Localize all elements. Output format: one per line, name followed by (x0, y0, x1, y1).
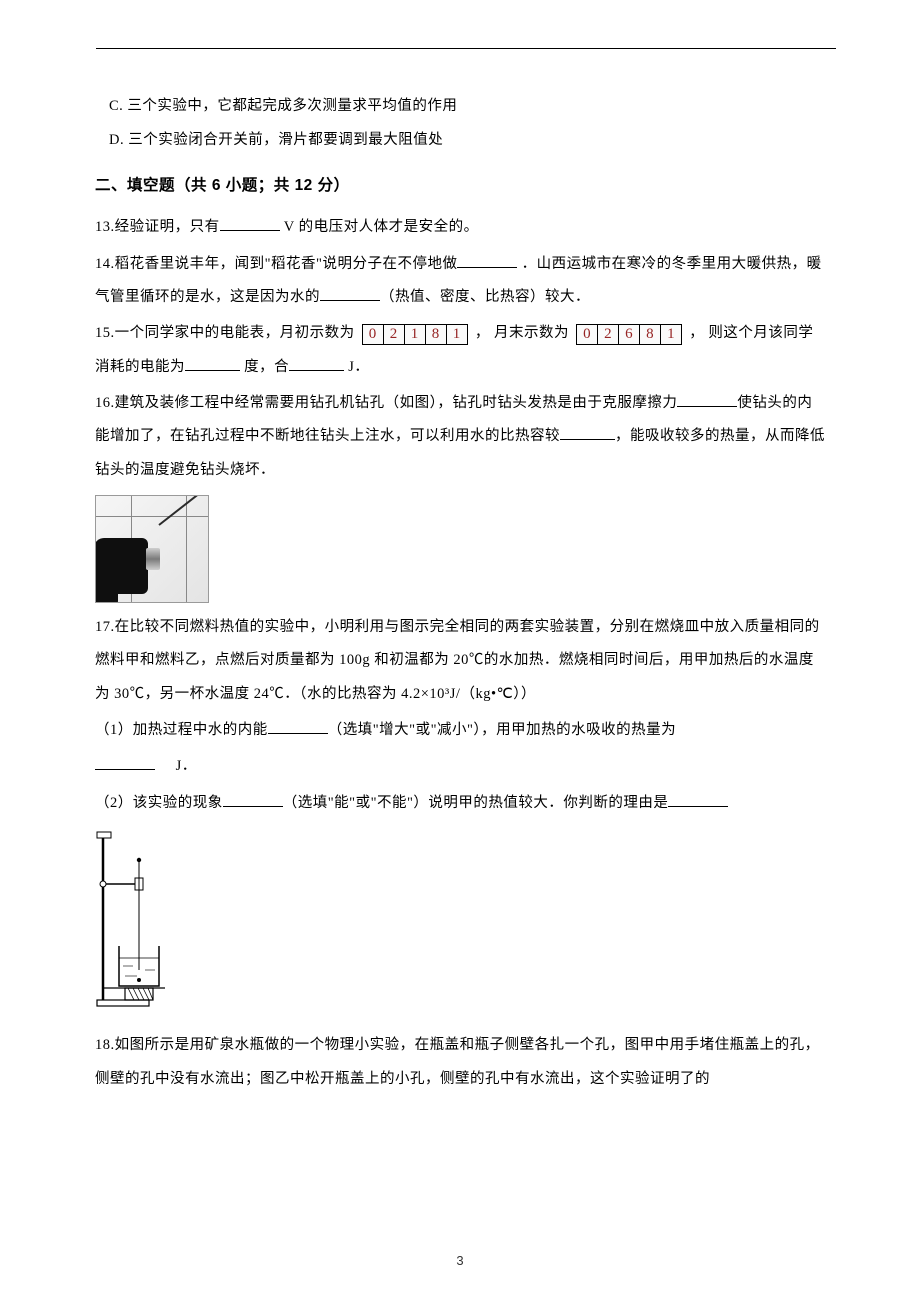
meter-cell: 1 (405, 325, 426, 344)
section-heading-pre: 二、填空题（共 (95, 177, 212, 194)
section-heading-mid: 小题；共 (221, 177, 295, 194)
meter-cell: 2 (384, 325, 405, 344)
meter-cell: 1 (661, 325, 681, 344)
meter-cell: 1 (447, 325, 467, 344)
meter-end: 02681 (576, 324, 682, 345)
meter-cell: 0 (577, 325, 598, 344)
question-16: 16.建筑及装修工程中经常需要用钻孔机钻孔（如图），钻孔时钻头发热是由于克服摩擦… (95, 387, 825, 487)
q13-pre: 13.经验证明，只有 (95, 219, 220, 235)
q15-mid: ， 月末示数为 (475, 325, 569, 341)
question-17-p1: （1）加热过程中水的内能 （选填"增大"或"减小"），用甲加热的水吸收的热量为 (95, 714, 825, 747)
q15-pre: 15.一个同学家中的电能表，月初示数为 (95, 325, 355, 341)
q17-p1a: （1）加热过程中水的内能 (95, 722, 268, 738)
blank (677, 394, 737, 407)
section-2-heading: 二、填空题（共 6 小题；共 12 分） (95, 168, 825, 204)
page-content: C. 三个实验中，它都起完成多次测量求平均值的作用 D. 三个实验闭合开关前，滑… (95, 90, 825, 1096)
q15-unit2: J． (344, 359, 369, 375)
page-number: 3 (0, 1253, 920, 1268)
q14-part3: （热值、密度、比热容）较大． (380, 289, 590, 305)
blank (268, 721, 328, 734)
meter-cell: 8 (640, 325, 661, 344)
option-d: D. 三个实验闭合开关前，滑片都要调到最大阻值处 (109, 124, 825, 157)
blank (320, 288, 380, 301)
q17-p2a: （2）该实验的现象 (95, 795, 223, 811)
question-13: 13.经验证明，只有 V 的电压对人体才是安全的。 (95, 211, 825, 244)
meter-cell: 6 (619, 325, 640, 344)
question-14: 14.稻花香里说丰年，闻到"稻花香"说明分子在不停地做 ．山西运城市在寒冷的冬季… (95, 248, 825, 315)
option-c: C. 三个实验中，它都起完成多次测量求平均值的作用 (109, 90, 825, 123)
meter-start: 02181 (362, 324, 468, 345)
question-17-intro: 17.在比较不同燃料热值的实验中，小明利用与图示完全相同的两套实验装置，分别在燃… (95, 611, 825, 711)
q17-p1b: （选填"增大"或"减小"），用甲加热的水吸收的热量为 (328, 722, 676, 738)
q16-part1: 16.建筑及装修工程中经常需要用钻孔机钻孔（如图），钻孔时钻头发热是由于克服摩擦… (95, 395, 677, 411)
drill-image (95, 495, 209, 603)
blank (185, 358, 240, 371)
section-heading-count2: 12 (295, 177, 313, 194)
meter-cell: 2 (598, 325, 619, 344)
blank (223, 794, 283, 807)
question-17-p2: （2）该实验的现象 （选填"能"或"不能"）说明甲的热值较大．你判断的理由是 (95, 787, 825, 820)
section-heading-count1: 6 (212, 177, 221, 194)
heater-svg (95, 828, 173, 1008)
blank (560, 427, 615, 440)
question-15: 15.一个同学家中的电能表，月初示数为 02181 ， 月末示数为 02681 … (95, 317, 825, 384)
figure-drill (95, 495, 825, 603)
question-17-p1c: J． (95, 750, 825, 783)
blank (220, 218, 280, 231)
blank (668, 794, 728, 807)
top-horizontal-rule (96, 48, 836, 49)
section-heading-suffix: 分） (313, 177, 350, 194)
figure-heater (95, 828, 825, 1021)
blank (457, 255, 517, 268)
q15-unit1: 度，合 (240, 359, 289, 375)
meter-cell: 8 (426, 325, 447, 344)
q17-p1c: J． (172, 758, 197, 774)
blank (95, 757, 155, 770)
blank (289, 358, 344, 371)
q17-p2b: （选填"能"或"不能"）说明甲的热值较大．你判断的理由是 (283, 795, 669, 811)
q14-part1: 14.稻花香里说丰年，闻到"稻花香"说明分子在不停地做 (95, 256, 457, 272)
q13-post: V 的电压对人体才是安全的。 (280, 219, 479, 235)
question-18: 18.如图所示是用矿泉水瓶做的一个物理小实验，在瓶盖和瓶子侧壁各扎一个孔，图甲中… (95, 1029, 825, 1096)
meter-cell: 0 (363, 325, 384, 344)
